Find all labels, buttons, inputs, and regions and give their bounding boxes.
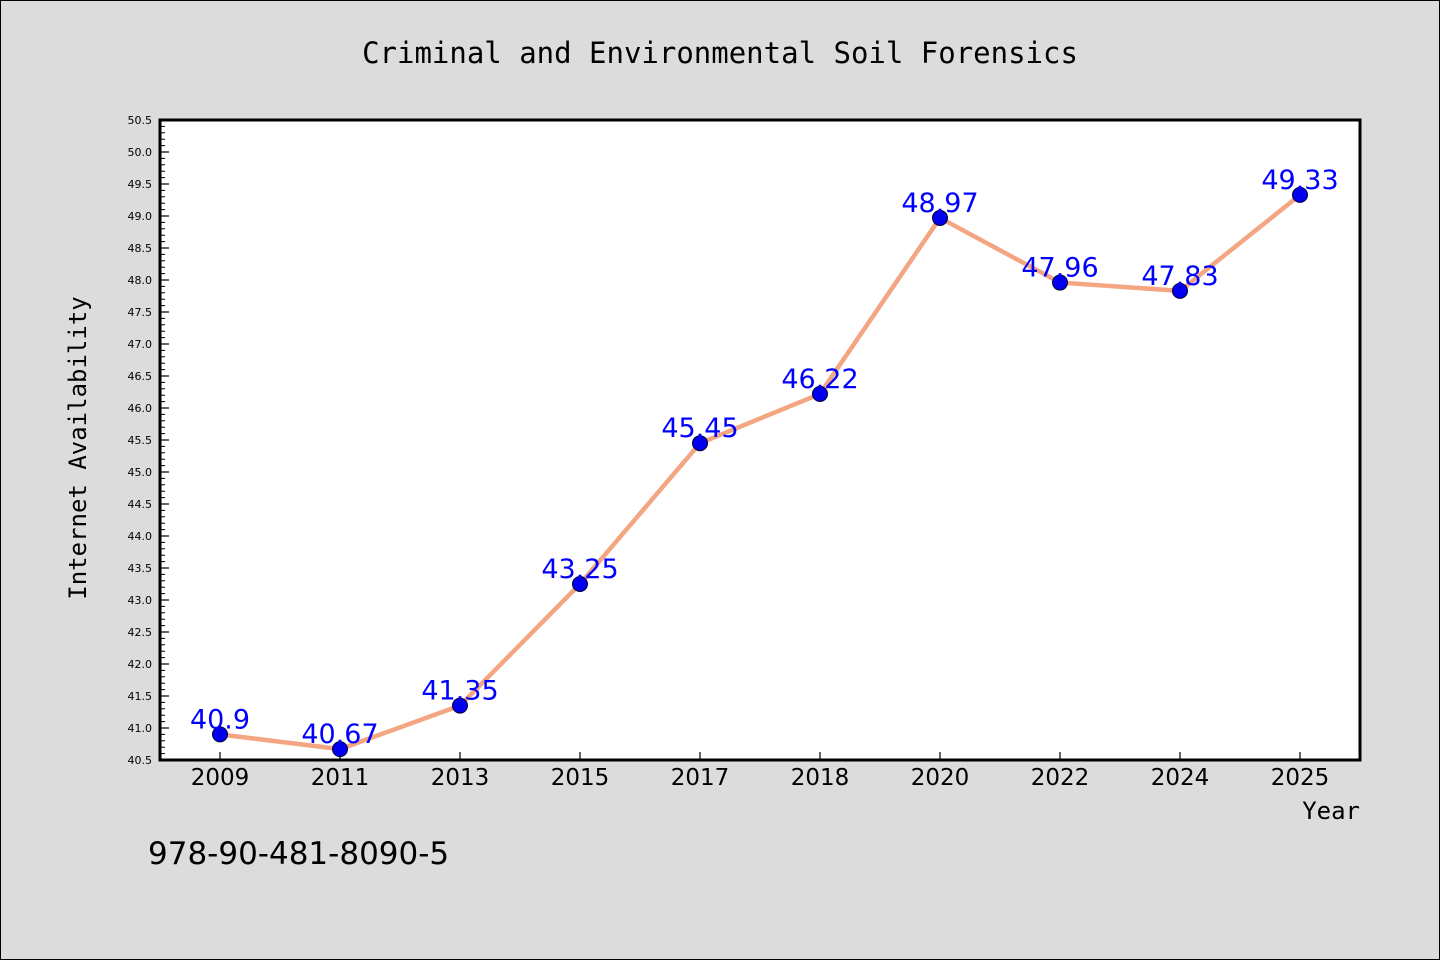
y-tick-label: 47.5 <box>128 306 153 319</box>
data-label: 47.96 <box>1021 253 1098 284</box>
series-line <box>217 192 1303 752</box>
data-point <box>332 741 348 758</box>
x-tick-label: 2020 <box>911 765 970 791</box>
y-tick-label: 46.5 <box>128 370 153 383</box>
y-tick-label: 41.0 <box>128 722 153 735</box>
y-tick-label: 49.0 <box>128 210 153 223</box>
data-point <box>212 726 228 743</box>
series-line-group: 40.9 40.67 41.35 43.25 45.45 46.22 48.97 47.96 4… <box>190 165 1339 758</box>
y-axis-label: Internet Availability <box>64 296 92 599</box>
data-label: 40.67 <box>301 719 378 750</box>
y-tick-label: 48.5 <box>128 242 153 255</box>
y-tick-label: 42.5 <box>128 626 153 639</box>
data-point <box>1172 282 1188 299</box>
y-tick-label: 47.0 <box>128 338 153 351</box>
data-point <box>572 576 588 592</box>
y-tick-label: 48.0 <box>128 274 153 287</box>
x-tick-label: 2017 <box>671 765 730 791</box>
x-tick-label: 2009 <box>191 765 250 791</box>
data-point <box>452 697 468 714</box>
y-tick-label: 40.5 <box>128 754 153 767</box>
x-tick-label: 2011 <box>311 765 370 791</box>
data-point <box>1292 186 1308 203</box>
x-tick-label: 2025 <box>1271 765 1330 791</box>
y-tick-label: 45.0 <box>128 466 153 479</box>
data-label: 41.35 <box>421 676 498 707</box>
plot-border <box>158 118 1362 762</box>
data-point <box>932 209 948 226</box>
data-label: 40.9 <box>190 704 250 735</box>
y-tick-label: 43.0 <box>128 594 153 607</box>
x-tick-label: 2018 <box>791 765 850 791</box>
data-label: 45.45 <box>661 413 738 444</box>
data-label: 46.22 <box>781 364 858 395</box>
x-tick-label: 2015 <box>551 765 610 791</box>
data-label: 47.83 <box>1141 261 1218 292</box>
isbn-text: 978-90-481-8090-5 <box>148 836 449 872</box>
data-label: 43.25 <box>541 554 618 585</box>
y-tick-label: 45.5 <box>128 434 153 447</box>
x-tick-label: 2024 <box>1151 765 1210 791</box>
y-tick-label: 49.5 <box>128 178 153 191</box>
data-point <box>1052 274 1068 291</box>
data-point <box>812 385 828 402</box>
y-tick-label: 44.0 <box>128 530 153 543</box>
x-axis-label: Year <box>1302 797 1360 825</box>
y-tick-label: 50.5 <box>128 114 153 127</box>
y-tick-label: 43.5 <box>128 562 153 575</box>
x-axis-ticks: 2009 2011 2013 2015 2017 2018 2020 2022 2024 2025 <box>191 752 1330 791</box>
data-label: 48.97 <box>901 188 978 219</box>
y-tick-label: 50.0 <box>128 146 153 159</box>
data-label: 49.33 <box>1261 165 1338 196</box>
x-tick-label: 2022 <box>1031 765 1090 791</box>
plot-area <box>160 120 1360 760</box>
y-tick-label: 41.5 <box>128 690 153 703</box>
y-tick-label: 42.0 <box>128 658 153 671</box>
y-axis-ticks: 40.5 41.0 41.5 42.0 42.5 43.0 43.5 44.0 44.5 45.0… <box>128 114 169 767</box>
chart-title: Criminal and Environmental Soil Forensic… <box>362 36 1078 70</box>
data-point <box>692 435 708 452</box>
y-tick-label: 44.5 <box>128 498 153 511</box>
x-tick-label: 2013 <box>431 765 490 791</box>
y-tick-label: 46.0 <box>128 402 153 415</box>
